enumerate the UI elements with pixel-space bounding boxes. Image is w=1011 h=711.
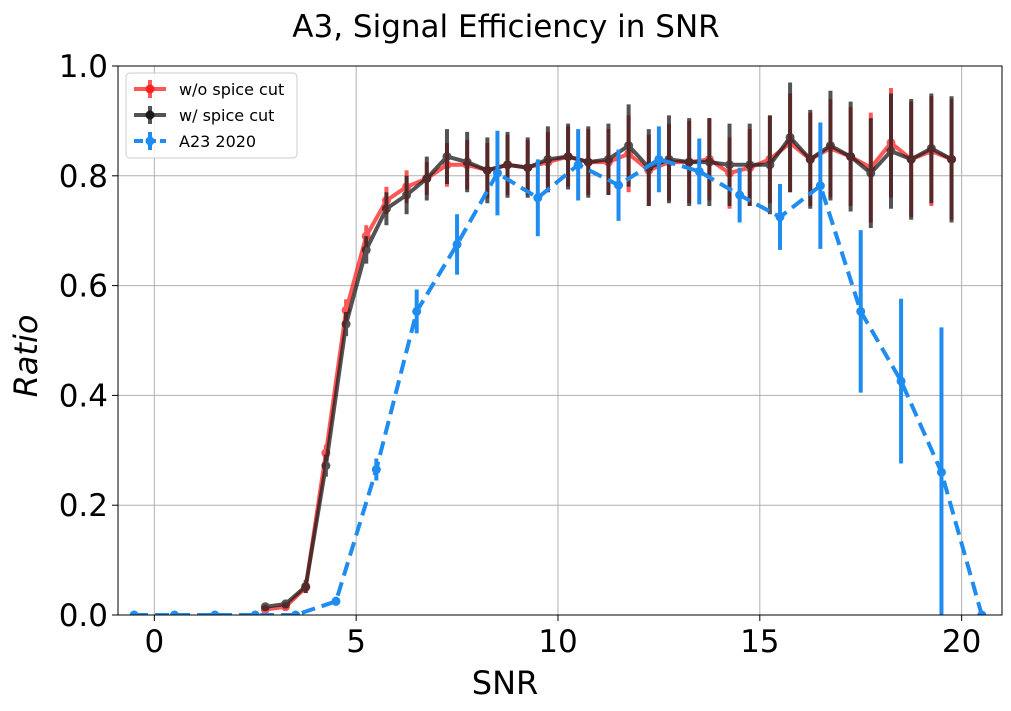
legend-label: w/o spice cut — [179, 80, 284, 99]
data-point — [321, 461, 331, 471]
data-point — [977, 610, 987, 615]
series-line — [134, 157, 984, 615]
x-axis-title: SNR — [472, 664, 538, 702]
x-tick-label: 20 — [942, 624, 981, 660]
data-point — [170, 610, 180, 615]
data-point — [381, 204, 391, 214]
data-point — [543, 154, 553, 164]
data-point — [684, 157, 694, 167]
data-point — [462, 157, 472, 167]
data-point — [492, 168, 502, 178]
data-point — [402, 190, 412, 200]
y-tick-label: 0.0 — [59, 598, 108, 634]
data-point — [926, 143, 936, 153]
data-point — [442, 152, 452, 162]
data-point — [250, 610, 260, 615]
chart-title: A3, Signal Efficiency in SNR — [292, 9, 719, 45]
data-point — [765, 160, 775, 170]
data-point — [341, 319, 351, 329]
legend-box — [125, 72, 298, 159]
data-point — [452, 239, 462, 249]
data-point — [704, 157, 714, 167]
plot-frame — [117, 65, 1003, 616]
data-point — [815, 181, 825, 191]
data-point — [129, 610, 139, 615]
plot-series — [129, 82, 987, 615]
data-point — [291, 610, 301, 615]
data-point — [482, 165, 492, 175]
y-tick-label: 1.0 — [59, 49, 108, 85]
y-tick-label: 0.4 — [59, 378, 108, 414]
data-point — [603, 154, 613, 164]
data-point — [422, 174, 432, 184]
data-point — [735, 190, 745, 200]
data-point — [947, 154, 957, 164]
x-tick-label: 15 — [740, 624, 779, 660]
data-point — [624, 141, 634, 151]
legend-label: A23 2020 — [179, 132, 256, 151]
data-point — [412, 306, 422, 316]
data-point — [745, 160, 755, 170]
data-point — [825, 141, 835, 151]
data-point — [523, 163, 533, 173]
legend-marker — [145, 110, 155, 120]
data-point — [805, 154, 815, 164]
data-point — [281, 599, 291, 609]
data-point — [906, 154, 916, 164]
data-point — [775, 212, 785, 222]
data-point — [856, 306, 866, 316]
data-point — [785, 132, 795, 142]
data-point — [361, 245, 371, 255]
data-point — [846, 152, 856, 162]
data-point — [654, 154, 664, 164]
legend-label: w/ spice cut — [179, 106, 274, 125]
data-point — [583, 157, 593, 167]
data-point — [533, 193, 543, 203]
data-point — [503, 160, 513, 170]
series-group — [129, 122, 987, 615]
x-tick-label: 10 — [538, 624, 577, 660]
data-point — [725, 160, 735, 170]
series-group — [260, 82, 957, 612]
data-point — [866, 168, 876, 178]
data-point — [210, 610, 220, 615]
axis-ticks: 0 5 10 15 20 0.0 0.2 0.4 0.6 0.8 1.0 — [59, 49, 982, 660]
data-point — [371, 465, 381, 475]
data-point — [260, 602, 270, 612]
y-axis-title: Ratio — [7, 315, 45, 398]
y-tick-label: 0.2 — [59, 488, 108, 524]
y-tick-label: 0.6 — [59, 269, 108, 305]
data-point — [301, 581, 311, 591]
data-point — [694, 166, 704, 176]
x-tick-label: 0 — [144, 624, 164, 660]
data-point — [936, 467, 946, 477]
data-point — [614, 180, 624, 190]
data-point — [573, 160, 583, 170]
y-tick-label: 0.8 — [59, 159, 108, 195]
data-point — [896, 376, 906, 386]
legend-marker — [145, 136, 155, 146]
data-point — [563, 152, 573, 162]
data-point — [331, 596, 341, 606]
x-tick-label: 5 — [346, 624, 366, 660]
legend-marker — [145, 84, 155, 94]
legend: w/o spice cut w/ spice cut A23 2020 — [125, 72, 298, 159]
data-point — [886, 146, 896, 156]
